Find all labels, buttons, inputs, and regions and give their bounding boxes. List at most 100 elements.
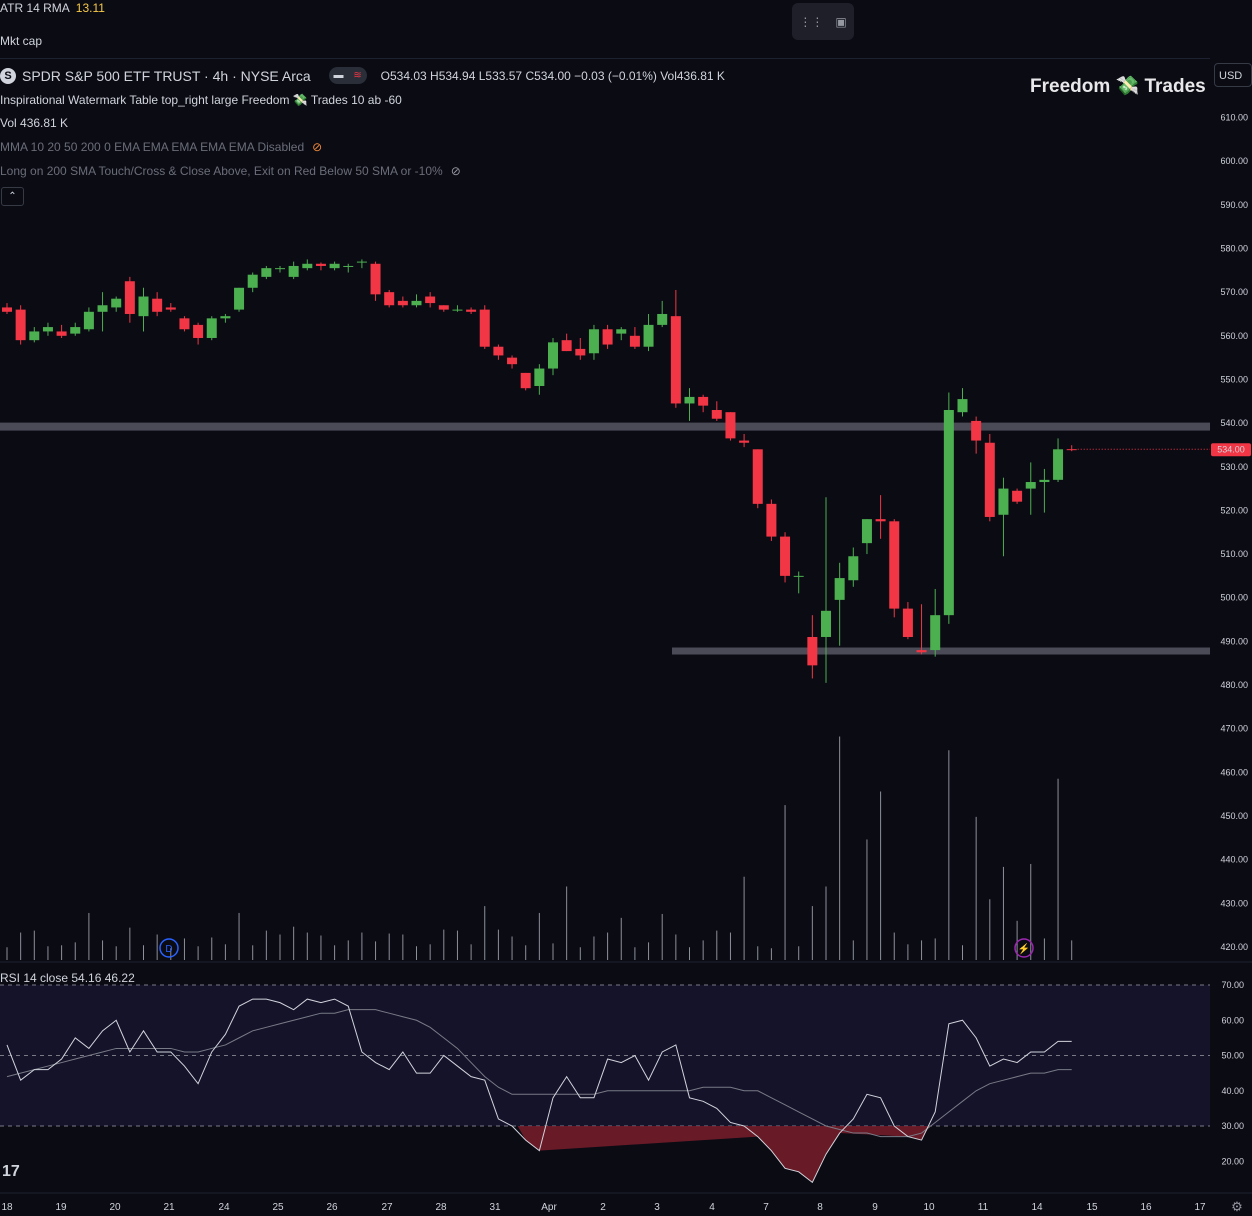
time-axis-tick: 18 xyxy=(1,1202,13,1213)
price-axis-tick: 540.00 xyxy=(1220,418,1248,428)
candle-body xyxy=(984,442,995,517)
candle-body xyxy=(29,331,40,341)
candle-body xyxy=(1066,449,1077,451)
rsi-oversold-fill xyxy=(517,1126,930,1183)
time-axis-tick: 4 xyxy=(709,1202,715,1213)
candle-body xyxy=(643,324,654,347)
price-axis-tick: 580.00 xyxy=(1220,244,1248,254)
candle-body xyxy=(397,300,408,306)
candle-body xyxy=(711,410,722,419)
candle-body xyxy=(629,335,640,347)
candle-body xyxy=(1053,449,1064,480)
candle-body xyxy=(793,575,804,577)
candle-body xyxy=(370,263,381,295)
symbol-status-pill[interactable]: ▬ ≋ xyxy=(328,67,367,84)
price-axis-tick: 510.00 xyxy=(1220,549,1248,559)
candle-body xyxy=(302,263,313,269)
candle-body xyxy=(943,410,954,616)
mkt-cap-label[interactable]: Mkt cap xyxy=(0,34,43,48)
candle-body xyxy=(220,316,231,319)
candle-body xyxy=(507,357,518,365)
mma-text: MMA 10 20 50 200 0 EMA EMA EMA EMA EMA D… xyxy=(0,140,305,154)
candle-body xyxy=(179,318,190,330)
candle-body xyxy=(193,324,204,338)
time-axis-tick: 26 xyxy=(326,1202,338,1213)
rsi-axis-tick: 20.00 xyxy=(1221,1156,1244,1166)
symbol-header[interactable]: S SPDR S&P 500 ETF TRUST · 4h · NYSE Arc… xyxy=(0,67,725,84)
add-panel-icon[interactable]: ▣ xyxy=(835,14,847,29)
candle-body xyxy=(766,503,777,537)
dash-icon: ▬ xyxy=(333,70,344,81)
candle-body xyxy=(916,650,927,653)
candle-body xyxy=(42,327,53,332)
pane-separator xyxy=(0,58,1210,59)
symbol-logo: S xyxy=(0,67,16,84)
rsi-axis-tick: 50.00 xyxy=(1221,1051,1244,1061)
candle-body xyxy=(288,265,299,277)
settings-gear-icon: ⚙ xyxy=(1231,1199,1243,1214)
currency-label: USD xyxy=(1219,70,1243,82)
collapse-legend-button[interactable]: ⌃ xyxy=(1,187,24,206)
support-level xyxy=(672,647,1210,655)
atr-indicator-label[interactable]: ATR 14 RMA 13.11 xyxy=(0,1,105,15)
candle-body xyxy=(670,316,681,404)
price-axis-tick: 430.00 xyxy=(1220,898,1248,908)
volume-indicator-label[interactable]: Vol 436.81 K xyxy=(0,116,69,130)
price-axis-tick: 570.00 xyxy=(1220,287,1248,297)
candle-body xyxy=(275,268,285,270)
strategy-indicator-label[interactable]: Long on 200 SMA Touch/Cross & Close Abov… xyxy=(0,164,461,178)
eye-crossed-icon[interactable]: ⊘ xyxy=(450,164,461,178)
price-axis-tick: 500.00 xyxy=(1220,593,1248,603)
candle-body xyxy=(534,368,545,387)
tradingview-logo[interactable]: 17 xyxy=(2,1163,20,1180)
candle-body xyxy=(698,396,709,406)
time-axis-tick: 11 xyxy=(978,1202,989,1213)
strategy-text: Long on 200 SMA Touch/Cross & Close Abov… xyxy=(0,164,443,178)
candle-body xyxy=(725,412,736,439)
price-axis-tick: 590.00 xyxy=(1220,200,1248,210)
symbol-title[interactable]: SPDR S&P 500 ETF TRUST · 4h · NYSE Arca xyxy=(22,67,311,84)
candle-body xyxy=(520,372,531,389)
candle-body xyxy=(575,348,586,356)
candle-body xyxy=(834,578,845,600)
candle-body xyxy=(1039,479,1050,483)
candle-body xyxy=(848,556,859,581)
candle-body xyxy=(889,521,900,609)
candle-body xyxy=(411,300,422,306)
time-axis-tick: 17 xyxy=(1194,1202,1206,1213)
candle-body xyxy=(807,636,818,666)
rsi-ma-line xyxy=(6,1009,1072,1138)
candle-body xyxy=(602,329,613,345)
time-axis-tick: 16 xyxy=(1140,1202,1152,1213)
candle-body xyxy=(971,420,982,441)
rsi-line xyxy=(6,998,1072,1184)
candle-body xyxy=(1012,490,1023,502)
candle-body xyxy=(902,608,913,637)
rsi-axis-tick: 40.00 xyxy=(1221,1086,1244,1096)
earnings-marker-label: ⚡ xyxy=(1018,942,1030,955)
drag-handle-icon[interactable]: ⋮⋮ xyxy=(799,14,824,29)
time-axis-tick: 19 xyxy=(55,1202,67,1213)
candle-body xyxy=(97,305,108,312)
time-axis-tick: 31 xyxy=(489,1202,501,1213)
watermark-indicator-label[interactable]: Inspirational Watermark Table top_right … xyxy=(0,93,402,107)
eye-crossed-icon[interactable]: ⊘ xyxy=(312,140,323,154)
rsi-indicator-label[interactable]: RSI 14 close 54.16 46.22 xyxy=(0,971,135,985)
mma-indicator-label[interactable]: MMA 10 20 50 200 0 EMA EMA EMA EMA EMA D… xyxy=(0,140,322,154)
layout-toolbar[interactable]: ⋮⋮ ▣ xyxy=(792,3,854,40)
candle-body xyxy=(561,340,572,352)
price-axis-tick: 550.00 xyxy=(1220,374,1248,384)
time-axis-tick: 14 xyxy=(1031,1202,1043,1213)
price-axis-tick: 600.00 xyxy=(1220,156,1248,166)
price-axis-tick: 460.00 xyxy=(1220,767,1248,777)
candle-body xyxy=(780,536,791,576)
rsi-axis-tick: 30.00 xyxy=(1221,1121,1244,1131)
price-axis-tick: 420.00 xyxy=(1220,942,1248,952)
price-axis-tick: 560.00 xyxy=(1220,331,1248,341)
time-axis-tick: 15 xyxy=(1086,1202,1098,1213)
candle-body xyxy=(588,329,599,354)
candle-body xyxy=(466,309,477,312)
time-axis-tick: 9 xyxy=(872,1202,878,1213)
candle-body xyxy=(2,307,12,312)
